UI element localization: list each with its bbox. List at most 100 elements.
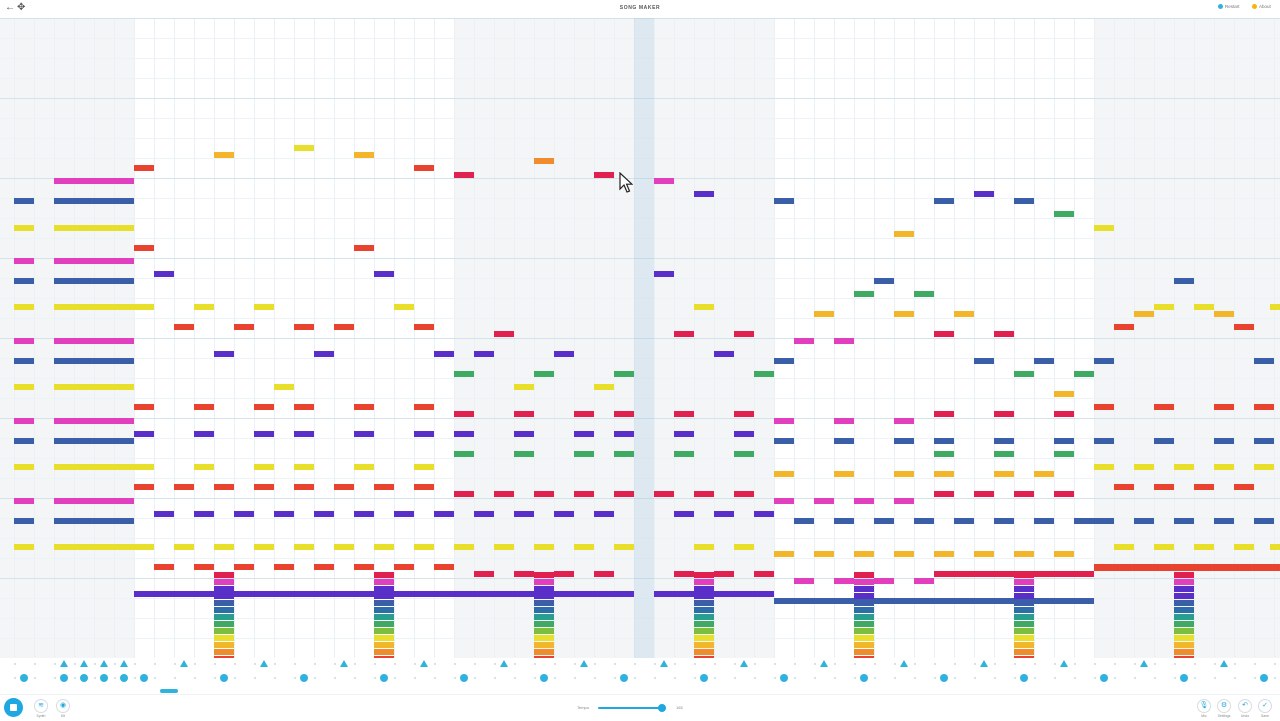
instrument-button[interactable]: ≋ Synth	[28, 699, 54, 718]
note[interactable]	[854, 593, 874, 599]
note[interactable]	[374, 635, 394, 641]
note[interactable]	[534, 158, 554, 164]
kick-hit-icon[interactable]	[80, 674, 88, 682]
snare-hit-icon[interactable]	[260, 660, 268, 667]
note[interactable]	[654, 491, 674, 497]
note[interactable]	[1014, 586, 1034, 592]
note[interactable]	[454, 411, 474, 417]
note[interactable]	[694, 544, 714, 550]
note[interactable]	[374, 649, 394, 655]
note[interactable]	[1194, 544, 1214, 550]
note[interactable]	[1174, 649, 1194, 655]
note[interactable]	[354, 564, 374, 570]
note[interactable]	[14, 518, 34, 524]
note[interactable]	[674, 511, 694, 517]
note[interactable]	[554, 351, 574, 357]
note[interactable]	[414, 404, 434, 410]
note[interactable]	[834, 338, 854, 344]
note[interactable]	[854, 635, 874, 641]
note[interactable]	[194, 304, 214, 310]
note[interactable]	[234, 564, 254, 570]
note[interactable]	[54, 225, 134, 231]
note[interactable]	[1174, 621, 1194, 627]
note[interactable]	[1270, 304, 1280, 310]
note[interactable]	[1214, 404, 1234, 410]
snare-hit-icon[interactable]	[500, 660, 508, 667]
note[interactable]	[414, 464, 434, 470]
note[interactable]	[834, 438, 854, 444]
kick-hit-icon[interactable]	[1020, 674, 1028, 682]
note[interactable]	[854, 572, 874, 578]
note[interactable]	[514, 451, 534, 457]
note[interactable]	[354, 464, 374, 470]
note[interactable]	[534, 635, 554, 641]
undo-button[interactable]: ↶ Undo	[1232, 699, 1258, 718]
note[interactable]	[494, 491, 514, 497]
note[interactable]	[214, 656, 234, 658]
restart-button[interactable]: Restart	[1218, 4, 1240, 9]
snare-hit-icon[interactable]	[1140, 660, 1148, 667]
note[interactable]	[1134, 464, 1154, 470]
note[interactable]	[694, 579, 714, 585]
note[interactable]	[1054, 438, 1074, 444]
note[interactable]	[214, 351, 234, 357]
settings-button[interactable]: ⚙ Settings	[1211, 699, 1237, 718]
note[interactable]	[214, 649, 234, 655]
note[interactable]	[534, 593, 554, 599]
note[interactable]	[334, 324, 354, 330]
note[interactable]	[894, 438, 914, 444]
note[interactable]	[14, 258, 34, 264]
note[interactable]	[1034, 518, 1054, 524]
kick-hit-icon[interactable]	[700, 674, 708, 682]
note[interactable]	[854, 614, 874, 620]
note[interactable]	[734, 451, 754, 457]
note[interactable]	[674, 331, 694, 337]
note[interactable]	[374, 544, 394, 550]
note[interactable]	[354, 511, 374, 517]
note[interactable]	[374, 572, 394, 578]
note[interactable]	[814, 498, 834, 504]
note[interactable]	[1014, 621, 1034, 627]
save-button[interactable]: ✓ Save	[1252, 699, 1278, 718]
note[interactable]	[434, 511, 454, 517]
note[interactable]	[354, 245, 374, 251]
note[interactable]	[1174, 642, 1194, 648]
note[interactable]	[614, 431, 634, 437]
note[interactable]	[534, 586, 554, 592]
note[interactable]	[14, 544, 34, 550]
note[interactable]	[814, 311, 834, 317]
note[interactable]	[54, 258, 134, 264]
note[interactable]	[534, 600, 554, 606]
note[interactable]	[1034, 471, 1054, 477]
note[interactable]	[194, 511, 214, 517]
note[interactable]	[874, 578, 894, 584]
snare-hit-icon[interactable]	[740, 660, 748, 667]
note[interactable]	[414, 431, 434, 437]
note[interactable]	[254, 484, 274, 490]
note[interactable]	[154, 271, 174, 277]
note[interactable]	[374, 621, 394, 627]
note[interactable]	[794, 578, 814, 584]
note[interactable]	[1054, 211, 1074, 217]
note[interactable]	[14, 338, 34, 344]
note[interactable]	[774, 551, 794, 557]
note[interactable]	[894, 498, 914, 504]
note[interactable]	[694, 304, 714, 310]
note[interactable]	[1174, 572, 1194, 578]
note[interactable]	[14, 384, 34, 390]
note[interactable]	[374, 607, 394, 613]
note[interactable]	[594, 511, 614, 517]
note[interactable]	[134, 431, 154, 437]
note[interactable]	[1014, 600, 1034, 606]
note[interactable]	[614, 371, 634, 377]
note[interactable]	[534, 371, 554, 377]
note[interactable]	[1194, 484, 1214, 490]
note[interactable]	[694, 607, 714, 613]
note[interactable]	[694, 628, 714, 634]
note[interactable]	[14, 278, 34, 284]
note[interactable]	[1014, 614, 1034, 620]
note[interactable]	[414, 484, 434, 490]
note[interactable]	[854, 579, 874, 585]
note[interactable]	[1154, 304, 1174, 310]
note[interactable]	[534, 628, 554, 634]
